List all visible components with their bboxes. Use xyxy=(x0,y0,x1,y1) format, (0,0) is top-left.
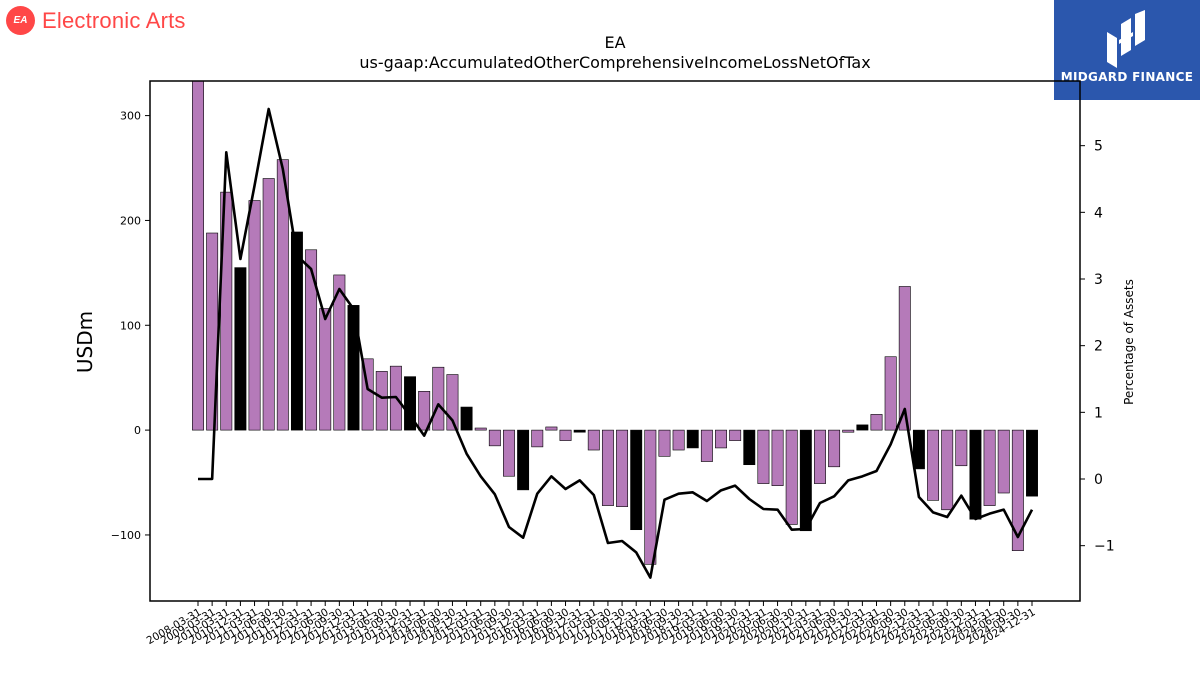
bar xyxy=(870,414,883,431)
bar xyxy=(418,391,431,431)
bar xyxy=(686,429,699,449)
bar xyxy=(305,249,318,431)
bar xyxy=(333,274,346,431)
bar xyxy=(517,429,530,491)
ea-logo-text: Electronic Arts xyxy=(42,7,186,33)
bar-series xyxy=(192,80,1038,565)
ea-logo: EA Electronic Arts xyxy=(6,6,186,35)
y-tick-label: 100 xyxy=(120,319,141,332)
bar xyxy=(573,429,586,433)
bar xyxy=(559,429,572,441)
bar xyxy=(927,429,940,501)
y2-tick-label: 1 xyxy=(1094,405,1103,421)
y2-axis-label: Percentage of Assets xyxy=(1122,279,1136,405)
bar xyxy=(1011,429,1024,551)
y2-tick-label: 5 xyxy=(1094,139,1103,155)
bar xyxy=(361,358,374,431)
bar xyxy=(969,429,982,520)
bar xyxy=(262,178,275,431)
bar xyxy=(729,429,742,441)
bar xyxy=(460,406,473,431)
bar xyxy=(601,429,614,506)
y-tick-label: 300 xyxy=(120,110,141,123)
bar xyxy=(700,429,713,462)
bar xyxy=(941,429,954,511)
bar xyxy=(474,427,487,431)
line-path xyxy=(198,107,1034,579)
bar xyxy=(715,429,727,449)
ea-logo-badge: EA xyxy=(6,6,35,35)
bar xyxy=(828,429,841,468)
bar xyxy=(771,429,784,486)
midgard-logo-text: MIDGARD FINANCE xyxy=(1060,70,1194,84)
bar xyxy=(488,429,501,447)
bar xyxy=(884,356,897,431)
bar xyxy=(503,429,515,477)
bar xyxy=(814,429,826,484)
midgard-logo-icon xyxy=(1107,10,1145,68)
bar xyxy=(375,371,388,431)
bar xyxy=(432,366,445,431)
bar xyxy=(404,376,416,431)
bar xyxy=(799,429,812,532)
bar xyxy=(983,429,996,506)
bar xyxy=(1026,429,1038,497)
bar xyxy=(997,429,1010,494)
y-tick-label: 200 xyxy=(120,214,141,227)
bar xyxy=(531,429,544,448)
bar xyxy=(743,429,756,466)
y2-tick-label: 0 xyxy=(1094,472,1103,488)
y-tick-label: −100 xyxy=(111,529,141,542)
y-axis-label: USDm xyxy=(73,311,97,373)
bar xyxy=(672,429,685,451)
chart-title: EA xyxy=(604,33,625,52)
bar xyxy=(587,429,600,451)
bar xyxy=(912,429,925,470)
bar xyxy=(192,80,204,431)
bar xyxy=(347,305,360,431)
y2-tick-label: −1 xyxy=(1094,539,1115,555)
bar xyxy=(630,429,643,531)
plot-frame xyxy=(149,80,1081,602)
bar xyxy=(234,267,247,431)
bar xyxy=(898,286,911,431)
bar xyxy=(545,426,558,431)
y2-tick-label: 4 xyxy=(1094,205,1103,221)
y2-tick-label: 2 xyxy=(1094,339,1103,355)
bar xyxy=(842,429,855,433)
y2-tick-label: 3 xyxy=(1094,272,1103,288)
bar xyxy=(658,429,671,457)
bar xyxy=(319,308,332,431)
bar xyxy=(757,429,770,484)
bar xyxy=(290,231,303,431)
chart-subtitle: us-gaap:AccumulatedOtherComprehensiveInc… xyxy=(359,53,870,72)
bar xyxy=(616,429,629,507)
y-tick-label: 0 xyxy=(134,424,141,437)
bar xyxy=(276,159,289,431)
bar xyxy=(446,374,459,431)
line-series xyxy=(198,107,1034,579)
bar xyxy=(248,200,261,431)
bar xyxy=(856,424,869,431)
bar xyxy=(955,429,968,467)
bar xyxy=(785,429,798,525)
midgard-finance-logo: MIDGARD FINANCE xyxy=(1054,0,1200,100)
bar xyxy=(644,429,657,565)
axes: −1000100200300−10123452008-03-312009-03-… xyxy=(111,110,1115,648)
